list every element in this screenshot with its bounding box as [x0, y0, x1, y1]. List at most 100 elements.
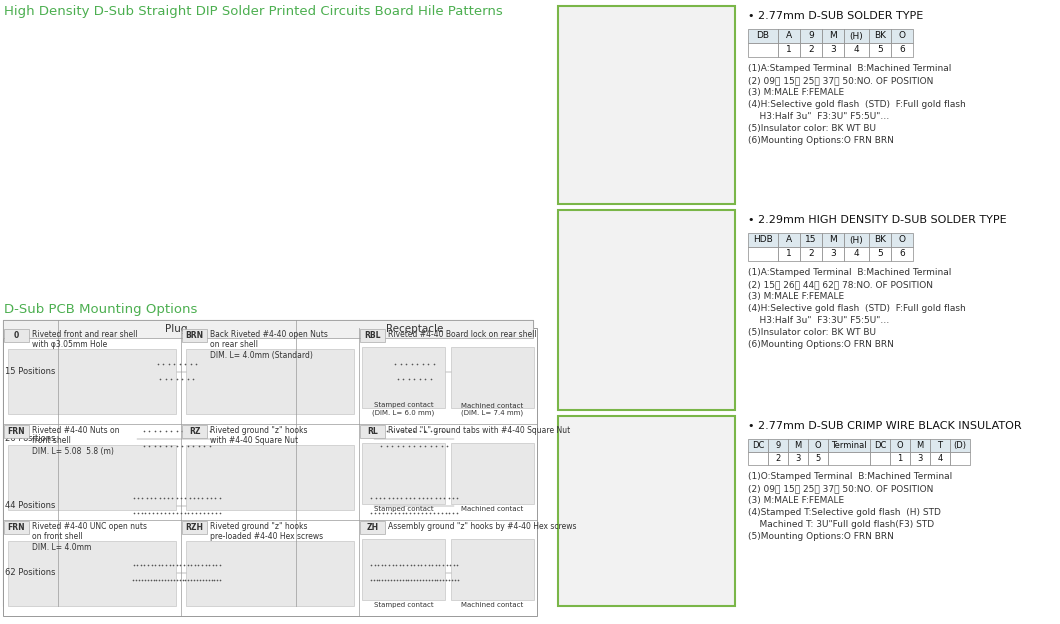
- Bar: [778, 233, 800, 247]
- Text: (4)H:Selective gold flash  (STD)  F:Full gold flash: (4)H:Selective gold flash (STD) F:Full g…: [748, 100, 966, 109]
- Bar: [800, 233, 822, 247]
- Text: 3: 3: [795, 454, 800, 463]
- Text: 3: 3: [830, 250, 836, 258]
- Text: (H): (H): [850, 31, 864, 41]
- Bar: [3, 320, 533, 606]
- Text: BK: BK: [874, 31, 886, 41]
- Text: 44 Positions: 44 Positions: [5, 501, 56, 510]
- Text: Machined contact: Machined contact: [461, 506, 524, 512]
- Text: M: M: [917, 441, 923, 450]
- Bar: [186, 541, 354, 606]
- Bar: [182, 425, 207, 438]
- Text: O: O: [899, 235, 905, 245]
- Bar: [3, 472, 533, 539]
- Bar: [869, 247, 891, 261]
- Text: (2) 09、 15、 25、 37、 50:NO. OF POSITION: (2) 09、 15、 25、 37、 50:NO. OF POSITION: [748, 76, 934, 85]
- Text: Plug: Plug: [165, 324, 188, 334]
- Text: FRN: FRN: [7, 427, 25, 436]
- Text: (4)H:Selective gold flash  (STD)  F:Full gold flash: (4)H:Selective gold flash (STD) F:Full g…: [748, 304, 966, 313]
- Text: Machined contact
(DIM. L= 7.4 mm): Machined contact (DIM. L= 7.4 mm): [461, 402, 524, 416]
- Text: Riveted ground "z" hooks
with #4-40 Square Nut: Riveted ground "z" hooks with #4-40 Squa…: [210, 426, 307, 446]
- Bar: [778, 29, 800, 43]
- Text: D-Sub PCB Mounting Options: D-Sub PCB Mounting Options: [4, 303, 197, 316]
- Bar: [869, 233, 891, 247]
- Bar: [870, 452, 890, 465]
- Text: (5)Insulator color: BK WT BU: (5)Insulator color: BK WT BU: [748, 124, 876, 133]
- Bar: [360, 329, 385, 342]
- Text: (1)O:Stamped Terminal  B:Machined Terminal: (1)O:Stamped Terminal B:Machined Termina…: [748, 472, 952, 481]
- Bar: [8, 541, 176, 606]
- Text: HDB: HDB: [753, 235, 773, 245]
- Bar: [360, 521, 385, 534]
- Bar: [808, 452, 828, 465]
- Bar: [844, 247, 869, 261]
- Text: Back Riveted #4-40 open Nuts
on rear shell
DIM. L= 4.0mm (Standard): Back Riveted #4-40 open Nuts on rear she…: [210, 330, 328, 360]
- Text: O: O: [897, 441, 903, 450]
- Bar: [558, 6, 735, 204]
- Text: Stamped contact
(DIM. L= 6.0 mm): Stamped contact (DIM. L= 6.0 mm): [372, 402, 435, 416]
- Text: RZH: RZH: [186, 523, 204, 532]
- Bar: [822, 247, 844, 261]
- Text: 2: 2: [808, 250, 814, 258]
- Text: • 2.77mm D-SUB SOLDER TYPE: • 2.77mm D-SUB SOLDER TYPE: [748, 11, 923, 21]
- Text: DB: DB: [757, 31, 770, 41]
- Text: BK: BK: [874, 235, 886, 245]
- Bar: [870, 439, 890, 452]
- Bar: [778, 43, 800, 57]
- Bar: [558, 416, 735, 606]
- Bar: [3, 320, 533, 338]
- Bar: [3, 539, 533, 606]
- Bar: [4, 329, 29, 342]
- Bar: [844, 43, 869, 57]
- Bar: [562, 420, 731, 602]
- Text: 3: 3: [917, 454, 922, 463]
- Text: 3: 3: [830, 46, 836, 54]
- Text: 0: 0: [14, 331, 19, 340]
- Bar: [748, 233, 778, 247]
- Text: Assembly ground "z" hooks by #4-40 Hex screws: Assembly ground "z" hooks by #4-40 Hex s…: [388, 522, 577, 531]
- Text: 5: 5: [815, 454, 820, 463]
- Bar: [182, 521, 207, 534]
- Bar: [828, 452, 870, 465]
- Bar: [788, 452, 808, 465]
- Text: M: M: [829, 31, 837, 41]
- Bar: [891, 29, 913, 43]
- Text: Machined contact: Machined contact: [461, 602, 524, 608]
- Text: RZ: RZ: [189, 427, 200, 436]
- Bar: [844, 29, 869, 43]
- Bar: [822, 29, 844, 43]
- Text: (5)Mounting Options:O FRN BRN: (5)Mounting Options:O FRN BRN: [748, 532, 894, 541]
- Text: 9: 9: [775, 441, 780, 450]
- Text: (6)Mounting Options:O FRN BRN: (6)Mounting Options:O FRN BRN: [748, 340, 894, 349]
- Bar: [8, 445, 176, 510]
- Text: 62 Positions: 62 Positions: [5, 568, 56, 577]
- Bar: [930, 452, 950, 465]
- Text: BRN: BRN: [186, 331, 204, 340]
- Bar: [450, 347, 534, 408]
- Text: A: A: [785, 31, 792, 41]
- Bar: [891, 233, 913, 247]
- Text: 15 Positions: 15 Positions: [5, 367, 56, 376]
- Bar: [822, 233, 844, 247]
- Bar: [450, 443, 534, 504]
- Text: 1: 1: [787, 46, 792, 54]
- Bar: [890, 439, 909, 452]
- Text: • 2.77mm D-SUB CRIMP WIRE BLACK INSULATOR: • 2.77mm D-SUB CRIMP WIRE BLACK INSULATO…: [748, 421, 1022, 431]
- Text: (4)Stamped T:Selective gold flash  (H) STD: (4)Stamped T:Selective gold flash (H) ST…: [748, 508, 941, 517]
- Text: M: M: [829, 235, 837, 245]
- Text: ZH: ZH: [367, 523, 378, 532]
- Text: Riveted "L" ground tabs with #4-40 Square Nut: Riveted "L" ground tabs with #4-40 Squar…: [388, 426, 570, 435]
- Bar: [363, 347, 445, 408]
- Bar: [182, 329, 207, 342]
- Text: O: O: [815, 441, 822, 450]
- Text: (3) M:MALE F:FEMALE: (3) M:MALE F:FEMALE: [748, 88, 844, 97]
- Text: 5: 5: [877, 250, 883, 258]
- Bar: [3, 328, 537, 616]
- Bar: [450, 539, 534, 600]
- Bar: [748, 43, 778, 57]
- Text: Riveted #4-40 Board lock on rear shell: Riveted #4-40 Board lock on rear shell: [388, 330, 536, 339]
- Bar: [558, 210, 735, 410]
- Text: (1)A:Stamped Terminal  B:Machined Terminal: (1)A:Stamped Terminal B:Machined Termina…: [748, 64, 952, 73]
- Text: (2) 09、 15、 25、 37、 50:NO. OF POSITION: (2) 09、 15、 25、 37、 50:NO. OF POSITION: [748, 484, 934, 493]
- Text: (6)Mounting Options:O FRN BRN: (6)Mounting Options:O FRN BRN: [748, 136, 894, 145]
